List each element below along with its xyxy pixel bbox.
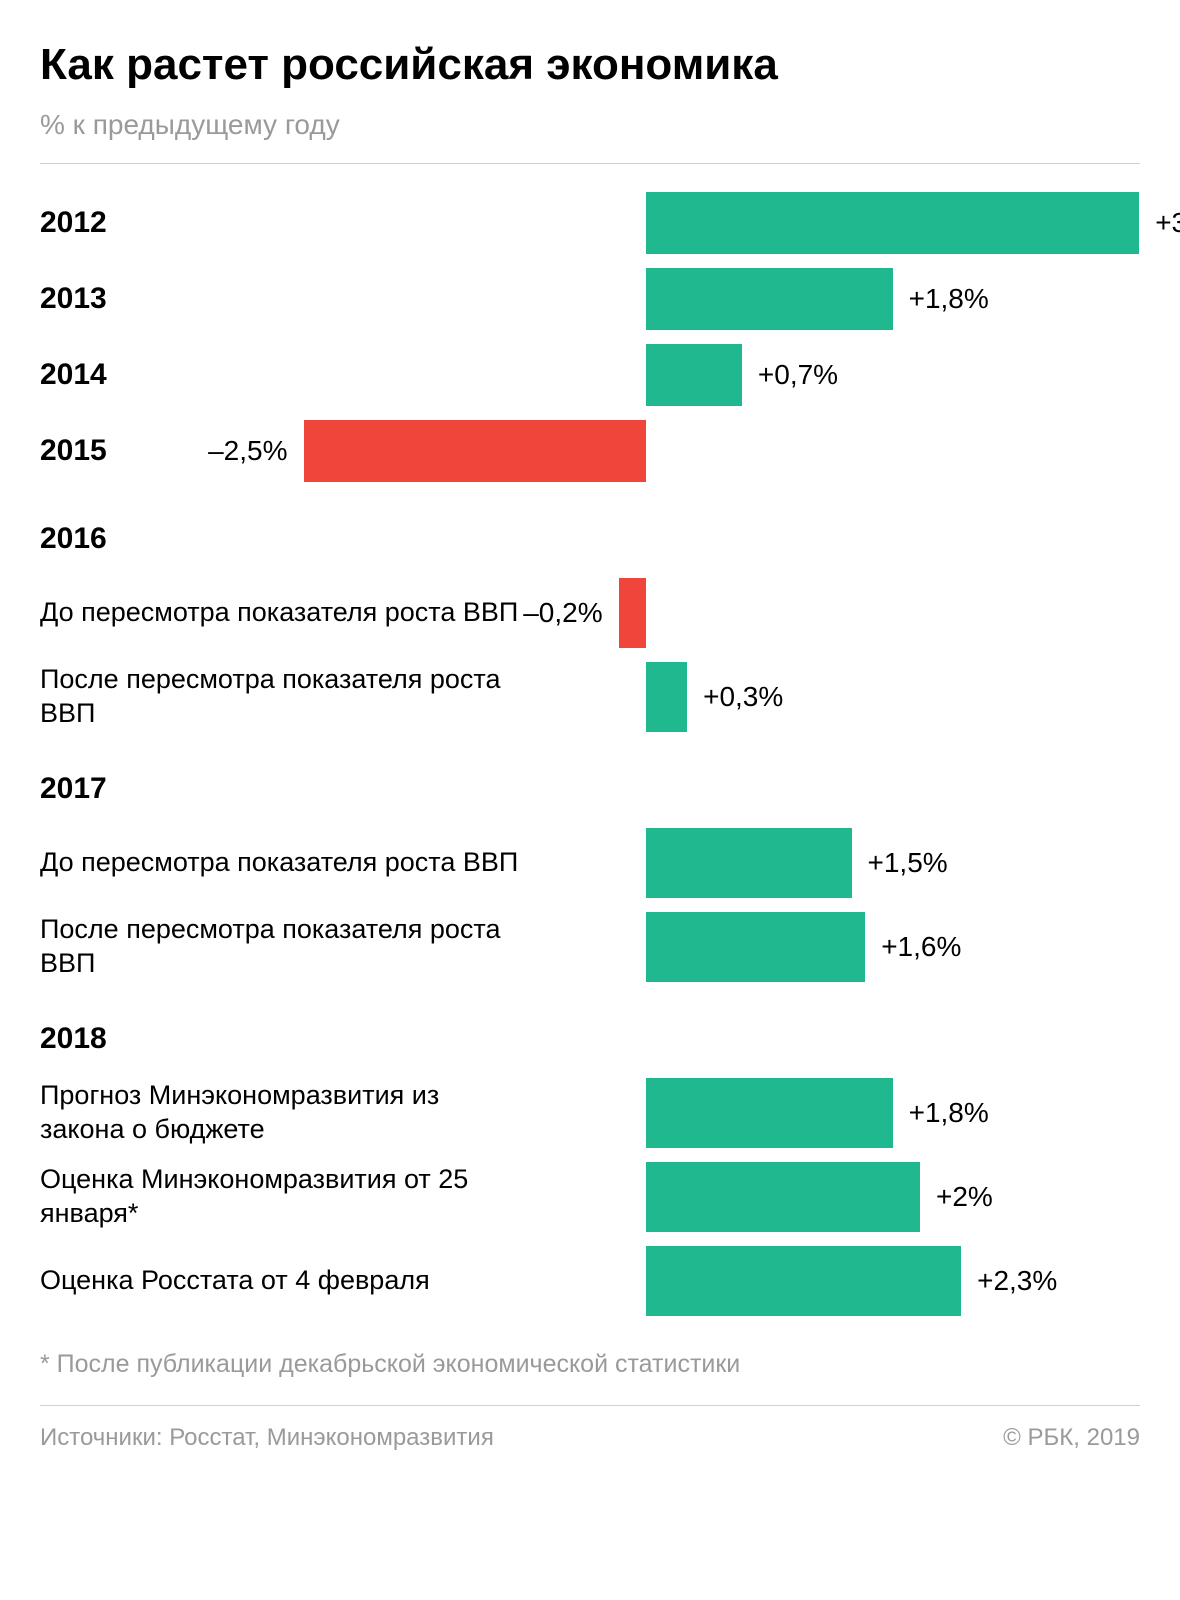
row-description: Оценка Минэкономразвития от 25 января* [40,1163,520,1231]
year-label: 2012 [40,206,520,240]
bar-value-label: +1,8% [909,1097,989,1129]
bar-value-label: +3,6% [1155,207,1180,239]
bar-value-label: +1,5% [868,847,948,879]
bar-cell: +2,3% [540,1246,1140,1316]
bar-cell: +2% [540,1162,1140,1232]
bar [646,1078,893,1148]
chart-row: 2013 +1,8% [40,268,1140,330]
bar-cell: +1,5% [540,828,1140,898]
row-description: Оценка Росстата от 4 февраля [40,1264,520,1298]
bar-cell: +1,6% [540,912,1140,982]
bar [646,268,893,330]
bar-value-label: +1,6% [881,931,961,963]
bar-value-label: –0,2% [523,597,602,629]
chart-footer: Источники: Росстат, Минэкономразвития © … [40,1424,1140,1452]
bar-cell: +1,8% [540,1078,1140,1148]
bar [304,420,647,482]
group-year-header: 2017 [40,772,1140,806]
bar-value-label: +0,7% [758,359,838,391]
bar [646,192,1139,254]
bar [646,912,865,982]
row-description: После пересмотра показателя роста ВВП [40,663,520,731]
bar [646,1246,961,1316]
row-label-col: 2012 [40,206,540,240]
group-year-header: 2018 [40,1022,1140,1056]
bar-value-label: +1,8% [909,283,989,315]
year-label: 2014 [40,358,520,392]
bar-value-label: +2,3% [977,1265,1057,1297]
row-label-col: До пересмотра показателя роста ВВП [40,596,540,630]
chart-title: Как растет российская экономика [40,40,1140,91]
bar [619,578,646,648]
bar [646,828,852,898]
bar [646,344,742,406]
bar-value-label: +0,3% [703,681,783,713]
bar-chart: 2012 +3,6% 2013 +1,8% 2014 +0,7% 2015–2,5% 2016… [40,192,1140,1316]
footer-divider [40,1405,1140,1406]
bar [646,662,687,732]
footnote: * После публикации декабрьской экономиче… [40,1350,1140,1379]
row-label-col: Оценка Росстата от 4 февраля [40,1264,540,1298]
chart-row: До пересмотра показателя роста ВВП–0,2% [40,578,1140,648]
row-label-col: Прогноз Минэкономразвития из закона о бю… [40,1079,540,1147]
row-label-col: После пересмотра показателя роста ВВП [40,913,540,981]
chart-subtitle: % к предыдущему году [40,109,1140,141]
row-label-col: После пересмотра показателя роста ВВП [40,663,540,731]
chart-row: Оценка Минэкономразвития от 25 января* +2… [40,1162,1140,1232]
row-description: До пересмотра показателя роста ВВП [40,596,520,630]
bar-cell: –2,5% [540,420,1140,482]
chart-row: Прогноз Минэкономразвития из закона о бю… [40,1078,1140,1148]
chart-row: 2012 +3,6% [40,192,1140,254]
chart-row: 2014 +0,7% [40,344,1140,406]
chart-row: После пересмотра показателя роста ВВП +0,… [40,662,1140,732]
row-description: Прогноз Минэкономразвития из закона о бю… [40,1079,520,1147]
header-divider [40,163,1140,164]
bar-value-label: +2% [936,1181,993,1213]
bar-cell: +3,6% [540,192,1140,254]
sources-label: Источники: Росстат, Минэкономразвития [40,1424,494,1452]
group-year-header: 2016 [40,522,1140,556]
bar [646,1162,920,1232]
bar-cell: –0,2% [540,578,1140,648]
row-label-col: Оценка Минэкономразвития от 25 января* [40,1163,540,1231]
copyright-label: © РБК, 2019 [1003,1424,1140,1452]
chart-row: Оценка Росстата от 4 февраля +2,3% [40,1246,1140,1316]
row-label-col: До пересмотра показателя роста ВВП [40,846,540,880]
chart-row: До пересмотра показателя роста ВВП +1,5% [40,828,1140,898]
year-label: 2013 [40,282,520,316]
row-description: После пересмотра показателя роста ВВП [40,913,520,981]
bar-cell: +1,8% [540,268,1140,330]
bar-value-label: –2,5% [208,435,287,467]
row-label-col: 2013 [40,282,540,316]
bar-cell: +0,3% [540,662,1140,732]
row-description: До пересмотра показателя роста ВВП [40,846,520,880]
chart-row: После пересмотра показателя роста ВВП +1,… [40,912,1140,982]
bar-cell: +0,7% [540,344,1140,406]
chart-row: 2015–2,5% [40,420,1140,482]
row-label-col: 2014 [40,358,540,392]
